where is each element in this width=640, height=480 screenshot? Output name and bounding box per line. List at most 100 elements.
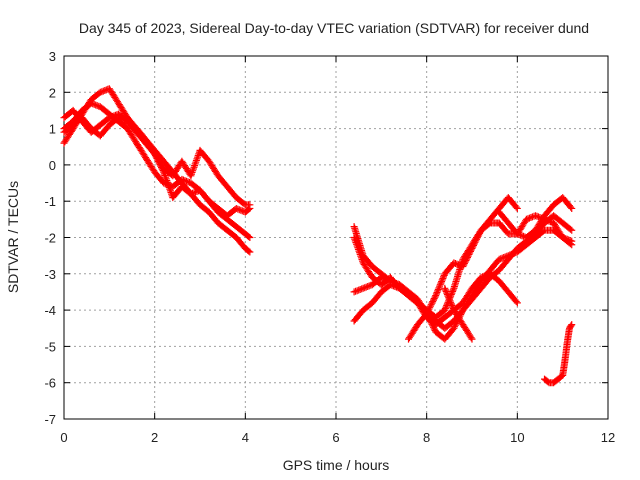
y-tick-label: 2 — [49, 85, 56, 100]
data-point-run — [459, 286, 475, 307]
data-point-run — [142, 139, 157, 157]
data-point-run — [350, 234, 367, 265]
y-tick-label: 3 — [49, 49, 56, 64]
data-point-run — [87, 89, 103, 104]
data-point — [513, 299, 521, 307]
data-point-run — [532, 213, 548, 234]
data-point-run — [450, 306, 466, 327]
data-point — [246, 248, 254, 256]
data-point-run — [459, 293, 475, 314]
data-point-run — [468, 228, 484, 252]
series-track-8 — [350, 234, 521, 329]
data-point-run — [405, 322, 421, 343]
data-point-run — [60, 126, 76, 147]
data-point-run — [559, 234, 574, 244]
y-tick-label: -5 — [44, 339, 56, 354]
data-point-run — [223, 226, 239, 240]
data-point-run — [60, 122, 76, 136]
series-track-11 — [495, 194, 576, 241]
data-point-run — [232, 234, 248, 251]
data-point-run — [114, 99, 131, 120]
data-point-run — [468, 275, 484, 292]
data-point-run — [205, 208, 221, 226]
x-tick-label: 8 — [423, 430, 430, 445]
x-axis-title: GPS time / hours — [283, 457, 390, 473]
data-point-run — [432, 271, 448, 300]
data-point-run — [441, 260, 457, 278]
data-point-run — [124, 117, 139, 135]
data-point-run — [513, 238, 529, 252]
data-point-run — [205, 157, 221, 178]
data-point-run — [114, 114, 130, 125]
data-point-run — [459, 246, 475, 270]
data-point-run — [151, 168, 167, 186]
y-tick-label: -2 — [44, 231, 56, 246]
data-point — [513, 204, 521, 212]
y-tick-label: -7 — [44, 412, 56, 427]
data-point-run — [495, 257, 511, 274]
data-point-run — [477, 217, 493, 234]
data-point-run — [214, 172, 230, 189]
data-point-run — [405, 288, 420, 302]
data-point-run — [561, 340, 571, 365]
data-point-run — [214, 219, 230, 233]
chart-title: Day 345 of 2023, Sidereal Day-to-day VTE… — [79, 20, 589, 36]
data-point-run — [241, 244, 253, 255]
data-point-run — [133, 139, 149, 160]
data-point-run — [486, 257, 502, 274]
data-point-run — [414, 311, 429, 329]
data-point-run — [223, 183, 239, 200]
data-point-run — [151, 150, 167, 175]
data-point-run — [205, 197, 221, 211]
data-point-run — [441, 284, 457, 312]
x-tick-label: 2 — [151, 430, 158, 445]
data-point-run — [441, 326, 457, 343]
data-point-run — [214, 208, 230, 222]
series-track-4 — [60, 114, 254, 220]
data-point-run — [124, 125, 140, 146]
y-tick-label: 1 — [49, 122, 56, 137]
data-point-run — [386, 273, 402, 291]
data-point-run — [96, 85, 112, 96]
data-point-run — [541, 202, 556, 220]
x-tick-label: 12 — [601, 430, 615, 445]
data-point-run — [495, 208, 511, 226]
data-point-run — [133, 128, 148, 146]
data-point — [246, 234, 254, 241]
data-point-run — [563, 326, 573, 347]
data-point-run — [522, 227, 538, 241]
data-point-run — [96, 115, 112, 129]
data-point — [568, 204, 576, 212]
data-point-run — [232, 223, 248, 237]
data-point-run — [359, 300, 375, 314]
series-track-10 — [441, 284, 476, 343]
data-point-run — [78, 114, 94, 131]
data-point-run — [423, 293, 439, 318]
data-point-run — [532, 227, 547, 241]
series-track-2 — [60, 99, 254, 241]
x-tick-label: 0 — [60, 430, 67, 445]
data-point-run — [459, 321, 475, 342]
data-point-run — [368, 263, 384, 277]
data-point-run — [486, 270, 502, 284]
data-point-run — [559, 219, 574, 233]
data-point — [568, 226, 576, 234]
data-point-run — [187, 148, 203, 180]
data-point-run — [232, 194, 248, 208]
data-point-run — [504, 219, 520, 236]
data-point-run — [368, 289, 384, 307]
data-point-run — [405, 292, 420, 306]
x-tick-label: 4 — [242, 430, 249, 445]
series-track-9 — [405, 194, 521, 343]
data-point-run — [432, 314, 447, 329]
data-point-run — [241, 205, 253, 216]
data-point-run — [196, 146, 212, 164]
data-point — [568, 321, 576, 329]
data-point-run — [566, 322, 575, 332]
x-tick-label: 6 — [332, 430, 339, 445]
data-point-run — [550, 212, 565, 226]
data-point — [246, 204, 254, 212]
data-point-run — [468, 279, 484, 300]
data-point-run — [160, 157, 176, 175]
